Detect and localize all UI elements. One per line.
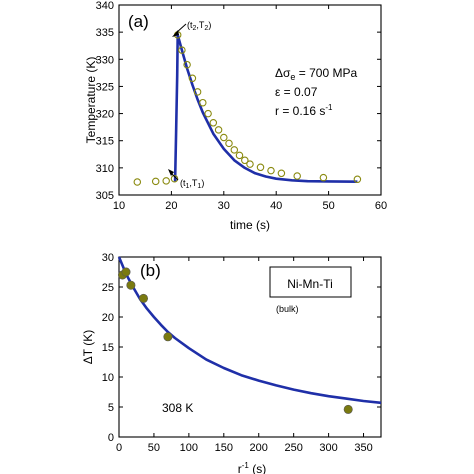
panel-b-xtick-label: 150: [215, 442, 233, 454]
panel-a-data-point: [162, 177, 170, 185]
panel-a-data-point: [353, 175, 362, 184]
panel-a-label: (a): [128, 12, 149, 31]
panel-a-data-point: [319, 173, 328, 182]
panel-b-ylabel: ΔT (K): [81, 330, 95, 364]
panel-b: 0 50 100 150 200 250 300 350 0 5 10 15 20 25 30 (b) Ni…: [81, 252, 382, 474]
panel-a-data-point: [209, 119, 218, 127]
panel-a-data-point: [183, 60, 191, 69]
legend-sub: (bulk): [276, 304, 299, 314]
panel-a-ytick-label: 330: [96, 54, 114, 66]
panel-a-frame: [118, 4, 382, 196]
panel-a-data-point: [214, 126, 223, 134]
panel-b-data-point: [126, 280, 136, 290]
panel-b-series: [117, 256, 382, 414]
panel-a-data-point: [246, 160, 254, 168]
annotation-temperature: 308 K: [162, 401, 193, 415]
panel-a-data-point: [188, 74, 197, 83]
panel-a-xtick-label: 30: [218, 200, 230, 212]
panel-a-xtick-label: 10: [113, 200, 125, 212]
panel-b-data-point: [139, 293, 149, 303]
panel-a-ytick-label: 325: [96, 81, 114, 93]
panel-b-xtick-label: 200: [250, 442, 268, 454]
label-t2-t2: (t2,T2): [187, 20, 211, 32]
panel-b-xlabel: r-1 (s): [238, 461, 266, 474]
legend-box: [269, 266, 352, 298]
panel-b-ytick-label: 10: [102, 372, 114, 384]
arrow-t1-head: [168, 169, 174, 176]
panel-a-xtick-label: 20: [165, 200, 177, 212]
panel-a-data-point: [256, 163, 265, 172]
panel-a-data-point: [225, 139, 233, 148]
panel-b-ytick-label: 20: [102, 312, 114, 324]
panel-b-ticks: 0 50 100 150 200 250 300 350 0 5 10 15 20 25 30: [102, 252, 381, 454]
panel-a-data-point: [230, 146, 239, 154]
panel-a-ylabel: Temperature (K): [84, 57, 98, 144]
panel-b-xtick-label: 0: [116, 442, 122, 454]
panel-a-data-point: [220, 133, 228, 142]
panel-a: 10 20 30 40 50 60 305 310 315 320 325 330 335 340 (a)…: [84, 0, 387, 232]
panel-b-ytick-label: 0: [108, 432, 114, 444]
annotation-strain: ε = 0.07: [275, 85, 318, 99]
panel-a-ytick-label: 340: [96, 0, 114, 12]
panel-a-xtick-label: 40: [270, 200, 282, 212]
panel-a-data-point: [193, 88, 202, 96]
panel-a-xtick-label: 60: [375, 200, 387, 212]
panel-a-data-point: [178, 46, 186, 54]
panel-a-data-point: [133, 178, 142, 186]
panel-a-data-point: [170, 174, 179, 183]
panel-a-data-point: [277, 169, 286, 178]
panel-a-fit-line: [173, 33, 358, 183]
panel-a-data-point: [293, 172, 301, 180]
panel-a-ytick-label: 320: [96, 109, 114, 121]
annotation-stress: Δσe = 700 MPa: [275, 66, 357, 82]
panel-b-ytick-label: 15: [102, 342, 114, 354]
panel-a-ytick-label: 305: [96, 190, 114, 202]
panel-b-ytick-label: 5: [108, 402, 114, 414]
panel-a-data-point: [241, 156, 249, 165]
panel-b-xtick-label: 100: [180, 442, 198, 454]
panel-a-xtick-label: 50: [322, 200, 334, 212]
panel-b-xtick-label: 300: [319, 442, 337, 454]
panel-b-xtick-label: 50: [148, 442, 160, 454]
panel-a-data-point: [204, 109, 212, 118]
panel-b-data-point: [121, 267, 131, 277]
panel-a-ytick-label: 335: [96, 27, 114, 39]
panel-a-data-point: [235, 151, 244, 160]
panel-a-xlabel: time (s): [230, 218, 270, 232]
panel-a-ticks: 10 20 30 40 50 60 305 310 315 320 325 330 335 340: [96, 0, 387, 212]
panel-b-label: (b): [140, 261, 161, 280]
panel-b-data-point: [163, 332, 173, 342]
panel-a-ytick-label: 315: [96, 136, 114, 148]
legend-material: Ni-Mn-Ti: [287, 277, 333, 291]
panel-b-ytick-label: 30: [102, 252, 114, 264]
panel-a-ytick-label: 310: [96, 163, 114, 175]
panel-a-data-point: [267, 166, 275, 175]
panel-b-xtick-label: 250: [284, 442, 302, 454]
label-t1-t1: (t1,T1): [180, 178, 204, 190]
panel-a-series: [133, 31, 362, 186]
arrow-t2-head: [172, 30, 179, 37]
panel-b-ytick-label: 25: [102, 282, 114, 294]
panel-b-data-point: [343, 404, 353, 414]
panel-a-data-point: [151, 177, 160, 186]
annotation-rate: r = 0.16 s-1: [275, 103, 333, 118]
panel-a-data-point: [199, 98, 207, 107]
panel-b-xtick-label: 350: [354, 442, 372, 454]
